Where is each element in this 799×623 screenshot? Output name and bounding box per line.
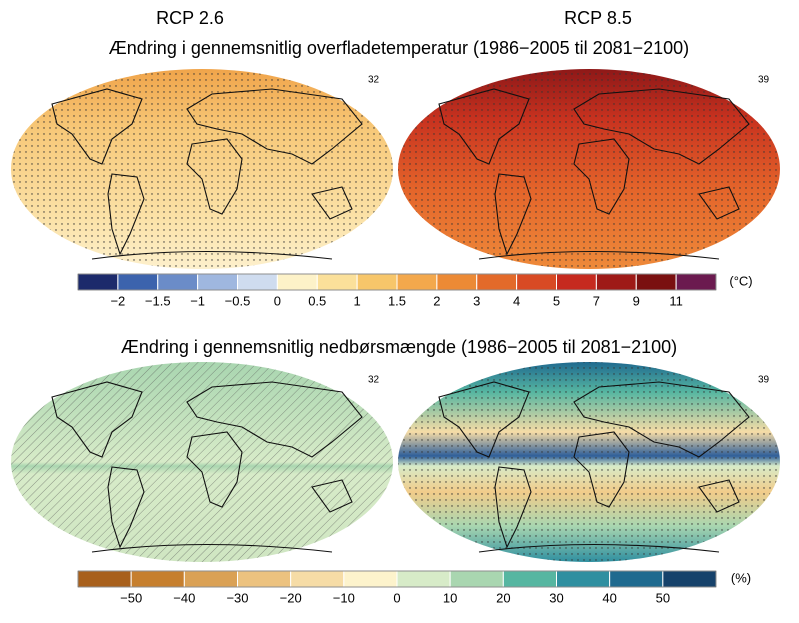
colorbar-label: 1.5 — [388, 293, 406, 308]
subtitle: Ændring i gennemsnitlig overfladetempera… — [109, 38, 689, 58]
colorbar-swatch — [183, 570, 238, 588]
map — [398, 69, 780, 269]
colorbar-swatch — [662, 570, 717, 588]
colorbar-label: −1 — [190, 293, 205, 308]
colorbar-swatch — [396, 570, 451, 588]
colorbar-swatch — [77, 273, 119, 291]
colorbar-label: 0.5 — [308, 293, 326, 308]
colorbar-frame — [77, 273, 717, 291]
map — [11, 69, 393, 269]
headings: RCP 2.6 RCP 8.5 Ændring i gennemsnitlig … — [109, 8, 689, 357]
colorbar-swatch — [130, 570, 185, 588]
model-count: 39 — [758, 375, 770, 386]
colorbar-swatch — [635, 273, 677, 291]
colorbar-label: −20 — [280, 590, 302, 605]
colorbar-swatch — [556, 570, 611, 588]
colorbar-swatch — [675, 273, 717, 291]
colorbar-swatch — [436, 273, 478, 291]
colorbar-swatch — [197, 273, 238, 291]
colorbar-label: 20 — [496, 590, 510, 605]
model-count: 39 — [758, 75, 770, 86]
colorbar-label: −1.5 — [145, 293, 171, 308]
colorbar-swatch — [290, 570, 345, 588]
colorbar-swatch — [343, 570, 398, 588]
panel-title: RCP 2.6 — [156, 8, 224, 28]
colorbar-unit: (%) — [731, 570, 751, 585]
colorbar-swatch — [556, 273, 597, 291]
colorbar-label: −2 — [110, 293, 125, 308]
colorbar-swatch — [117, 273, 159, 291]
colorbar-swatch — [157, 273, 199, 291]
colorbar-label: −30 — [226, 590, 248, 605]
panel-title: RCP 8.5 — [564, 8, 632, 28]
colorbar-label: 0 — [393, 590, 400, 605]
colorbar-unit: (°C) — [729, 273, 752, 288]
subtitle: Ændring i gennemsnitlig nedbørsmængde (1… — [121, 337, 677, 357]
colorbar-swatch — [476, 273, 518, 291]
colorbar-label: 3 — [473, 293, 480, 308]
colorbar-label: −40 — [173, 590, 195, 605]
colorbar-swatch — [609, 570, 664, 588]
maps: 32 39 32 39 — [11, 69, 780, 562]
colorbar-label: 40 — [602, 590, 616, 605]
map — [398, 362, 780, 562]
colorbar-label: 4 — [513, 293, 520, 308]
colorbar-swatch — [516, 273, 557, 291]
colorbar-label: −10 — [333, 590, 355, 605]
colorbar-label: 0 — [274, 293, 281, 308]
colorbar-swatch — [502, 570, 558, 588]
colorbar-label: −0.5 — [225, 293, 251, 308]
colorbar-label: 5 — [553, 293, 560, 308]
colorbar-label: 9 — [633, 293, 640, 308]
model-count: 32 — [368, 375, 380, 386]
colorbar-label: 2 — [433, 293, 440, 308]
colorbar-swatch — [356, 273, 398, 291]
colorbar-swatch — [276, 273, 318, 291]
colorbar-label: 50 — [656, 590, 670, 605]
colorbar-label: 7 — [593, 293, 600, 308]
colorbar-label: 1 — [354, 293, 361, 308]
colorbar-swatch — [77, 570, 132, 588]
colorbar-swatch — [237, 570, 292, 588]
colorbar-swatch — [316, 273, 358, 291]
colorbar-swatch — [595, 273, 637, 291]
colorbar-label: −50 — [120, 590, 142, 605]
colorbar-swatch — [396, 273, 438, 291]
colorbar-label: 30 — [549, 590, 563, 605]
colorbar-label: 10 — [443, 590, 457, 605]
model-count: 32 — [368, 75, 380, 86]
colorbar-frame — [77, 570, 717, 588]
colorbar-swatch — [449, 570, 504, 588]
colorbar-label: 11 — [669, 293, 683, 308]
map — [11, 362, 393, 562]
colorbar-swatch — [237, 273, 278, 291]
